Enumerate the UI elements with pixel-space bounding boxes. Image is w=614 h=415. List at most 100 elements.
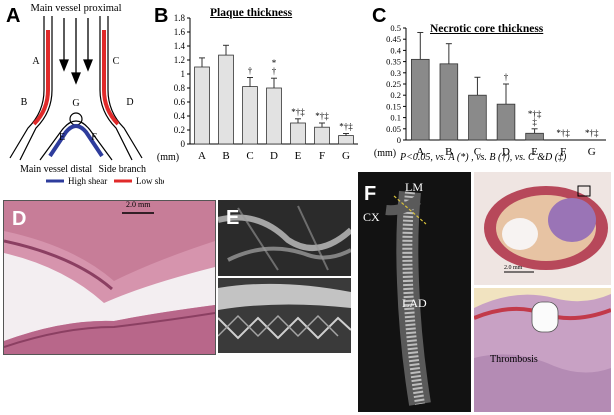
bar-b (218, 54, 234, 145)
y-tick-label: 0.8 (174, 83, 186, 93)
histology-photo: D 2.0 mm (3, 200, 216, 355)
x-tick-label-e: E (531, 146, 538, 158)
panel-f-inset-scale-label: 2.0 mm (504, 265, 523, 271)
x-tick-label-c: C (474, 146, 481, 158)
cross-section-photo: 2.0 mm (474, 172, 611, 285)
bar-a (194, 66, 210, 145)
ct-label-lm: LM (405, 180, 423, 194)
y-tick-label: 0.2 (390, 90, 401, 100)
y-tick-label: 0.2 (174, 125, 185, 135)
y-tick-label: 1 (181, 69, 186, 79)
necrotic-core-chart: 00.050.1 0.150.20.250.30.35 0.40.450.5 (mm)… (374, 24, 606, 159)
main-vessel-distal-label: Main vessel distal (20, 164, 92, 175)
y-tick-label: 0.25 (386, 79, 401, 89)
angioscopy-photo-top: E (218, 200, 351, 276)
segment-label-e: E (59, 132, 65, 143)
thrombosis-label: Thrombosis (490, 354, 538, 365)
x-tick-label-c: C (246, 150, 253, 162)
y-tick-label: 0.15 (386, 101, 401, 111)
ct-label-cx: CX (363, 210, 380, 224)
y-tick-label: 0 (181, 139, 186, 149)
bar-f (314, 126, 330, 145)
x-tick-label-g: G (588, 146, 596, 158)
angioscopy-photo-bottom (218, 278, 351, 353)
x-tick-label-f: F (319, 150, 325, 162)
y-tick-label: 1.6 (174, 27, 186, 37)
bar-e (290, 122, 306, 145)
significance-marker-d: † (504, 72, 509, 82)
segment-label-c: C (113, 56, 120, 67)
histology-drawing (4, 201, 215, 354)
segment-label-b: B (21, 97, 28, 108)
x-tick-label-f: F (560, 146, 566, 158)
y-axis-label: (mm) (374, 148, 396, 159)
significance-marker-g: *†‡ (339, 122, 353, 132)
chart-c-title: Necrotic core thickness (430, 23, 544, 35)
bar-d (496, 103, 516, 141)
bar-e (525, 132, 544, 141)
angioscopy-top-drawing (218, 200, 351, 276)
y-tick-label: 0.3 (390, 68, 401, 78)
x-tick-label-e: E (295, 150, 302, 162)
x-tick-label-a: A (416, 146, 424, 158)
segment-label-g: G (72, 98, 79, 109)
y-tick-label: 0.6 (174, 97, 186, 107)
significance-marker-c: † (248, 66, 253, 76)
bar-c (468, 94, 487, 141)
panel-f-letter: F (364, 183, 377, 205)
chart-b-title: Plaque thickness (210, 7, 293, 19)
significance-marker-e: *†‡ ‡ (528, 109, 542, 127)
x-tick-label-d: D (270, 150, 278, 162)
bar-d (266, 87, 282, 145)
segment-label-a: A (32, 56, 40, 67)
segment-label-f: F (91, 132, 97, 143)
bifurcation-schematic: Main vessel proximal A B C D E F G Main … (9, 3, 146, 175)
panel-d-scale-label: 2.0 mm (126, 200, 151, 209)
significance-marker-f: *†‡ (315, 111, 329, 121)
x-tick-label-a: A (198, 150, 206, 162)
shear-legend: High shear Low shear (46, 176, 164, 186)
thrombosis-drawing (474, 288, 611, 412)
y-tick-label: 0.4 (174, 111, 186, 121)
y-tick-label: 0.35 (386, 57, 401, 67)
y-tick-label: 1.2 (174, 55, 185, 65)
segment-label-d: D (126, 97, 133, 108)
x-tick-label-b: B (445, 146, 452, 158)
x-tick-label-b: B (222, 150, 229, 162)
bar-c (242, 86, 258, 145)
flow-arrows (59, 18, 93, 85)
y-tick-label: 0.45 (386, 34, 401, 44)
angioscopy-bottom-drawing (218, 278, 351, 353)
y-axis-label: (mm) (157, 152, 179, 163)
y-tick-label: 1.4 (174, 41, 186, 51)
schematic-title: Main vessel proximal (31, 3, 122, 14)
panel-d-letter: D (12, 208, 27, 230)
x-tick-label-g: G (342, 150, 350, 162)
bar-b (439, 63, 459, 141)
panel-b-letter: B (154, 5, 169, 27)
significance-marker-d: * † (272, 58, 277, 76)
panel-a-letter: A (6, 5, 21, 27)
ct-drawing (358, 172, 471, 412)
y-tick-label: 1.8 (174, 14, 186, 23)
y-tick-label: 0.1 (390, 113, 401, 123)
y-tick-label: 0 (397, 135, 401, 145)
cross-section-drawing (474, 172, 611, 285)
panel-c-letter: C (372, 5, 387, 27)
legend-label-low-shear: Low shear (136, 176, 164, 186)
significance-marker-e: *†‡ (291, 107, 305, 117)
plaque-thickness-chart: 0 0.2 0.4 0.6 0.8 1 1.2 1.4 1.6 1.8 (mm) A B C † D * † E *†… (157, 14, 358, 163)
panel-e-letter: E (226, 207, 240, 229)
thrombosis-photo: Thrombosis (474, 288, 611, 412)
y-tick-label: 0.5 (390, 24, 401, 33)
significance-note: P<0.05, vs. A (*) , vs. B (†), vs. C &D … (400, 152, 567, 163)
significance-marker-g: *†‡ (585, 128, 599, 138)
vessel-outline (9, 16, 143, 161)
x-tick-label-d: D (502, 146, 510, 158)
legend-label-high-shear: High shear (68, 176, 107, 186)
high-shear-wall (48, 124, 104, 158)
ct-angiography-photo: F LM CX LAD (358, 172, 471, 412)
significance-marker-f: *†‡ (556, 128, 570, 138)
bar-g (338, 135, 354, 145)
ct-label-lad: LAD (402, 296, 427, 310)
